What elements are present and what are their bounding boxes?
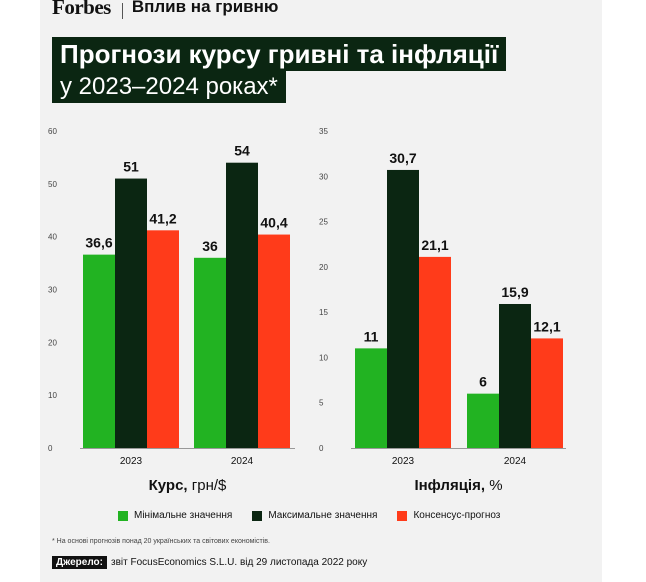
legend-item-max: Максимальне значення: [252, 510, 377, 521]
chart-title-line-1: Прогнози курсу гривні та інфляції: [52, 37, 507, 71]
data-label: 6: [479, 374, 487, 390]
data-label: 41,2: [149, 210, 176, 226]
y-tick-label: 35: [319, 127, 328, 136]
bar-consensus-2023: [419, 256, 451, 448]
y-tick-label: 30: [319, 172, 328, 181]
chart-title-line-2: у 2023–2024 роках*: [52, 71, 286, 103]
header: Forbes Вплив на гривню: [52, 0, 278, 22]
y-tick-label: 10: [319, 353, 328, 362]
legend-item-consensus: Консенсус-прогноз: [397, 510, 500, 521]
x-tick-label: 2023: [392, 456, 415, 467]
bar-min-2024: [467, 393, 499, 448]
bar-consensus-2023: [147, 230, 179, 448]
forbes-logo[interactable]: Forbes: [52, 0, 111, 19]
data-label: 36: [202, 238, 218, 254]
y-tick-label: 40: [48, 233, 57, 242]
y-tick-label: 0: [319, 444, 324, 453]
y-tick-label: 25: [319, 218, 328, 227]
legend-swatch-consensus: [397, 510, 408, 521]
data-label: 15,9: [501, 284, 528, 300]
y-tick-label: 15: [319, 308, 328, 317]
x-tick-label: 2023: [120, 456, 143, 467]
y-tick-label: 50: [48, 180, 57, 189]
bar-min-2023: [355, 348, 387, 448]
y-tick-label: 10: [48, 391, 57, 400]
section-title: Вплив на гривню: [131, 0, 279, 16]
data-label: 11: [364, 328, 379, 344]
exchange-rate-chart: 0 10 20 30 40 50 60 36,6 51 41,2 2023 36 54 40,4 2024 К…: [48, 127, 295, 494]
y-tick-label: 20: [48, 338, 57, 347]
legend-label-max: Максимальне значення: [268, 510, 378, 521]
header-divider: [121, 3, 123, 19]
bar-consensus-2024: [258, 234, 290, 448]
legend-label-min: Мінімальне значення: [134, 510, 233, 521]
bar-max-2023: [115, 178, 147, 449]
legend-swatch-max: [252, 510, 263, 521]
inflation-chart: 0 5 10 15 20 25 30 35 11 30,7 21,1 2023 6 15,9 12,1 202…: [319, 127, 566, 494]
data-label: 54: [234, 143, 250, 159]
y-tick-label: 30: [48, 286, 57, 295]
data-label: 51: [123, 159, 139, 175]
y-tick-label: 60: [48, 127, 57, 136]
bar-max-2024: [499, 303, 531, 448]
bar-min-2023: [83, 254, 115, 448]
bar-consensus-2024: [531, 338, 563, 448]
y-tick-label: 0: [48, 444, 53, 453]
x-axis-title: Інфляція, %: [414, 477, 502, 494]
data-label: 12,1: [533, 318, 560, 334]
legend-label-consensus: Консенсус-прогноз: [413, 510, 501, 521]
source-line: Джерело: звіт FocusEconomics S.L.U. від …: [52, 556, 367, 569]
bar-min-2024: [194, 257, 226, 448]
y-tick-label: 20: [319, 263, 328, 272]
legend-item-min: Мінімальне значення: [118, 510, 232, 521]
footnote: * На основі прогнозів понад 20 українськ…: [52, 538, 270, 545]
data-label: 36,6: [85, 235, 112, 251]
x-axis-title: Курс, грн/$: [149, 477, 227, 494]
data-label: 21,1: [421, 237, 448, 253]
y-tick-label: 5: [319, 399, 324, 408]
data-label: 40,4: [260, 215, 287, 231]
bar-max-2023: [387, 169, 419, 448]
legend-swatch-min: [118, 510, 128, 521]
x-tick-label: 2024: [231, 456, 254, 467]
bar-max-2024: [226, 162, 258, 448]
x-tick-label: 2024: [504, 456, 527, 467]
legend: Мінімальне значення Максимальне значення…: [118, 510, 520, 521]
source-tag: Джерело:: [52, 556, 107, 569]
source-text: звіт FocusEconomics S.L.U. від 29 листоп…: [110, 557, 368, 568]
data-label: 30,7: [389, 150, 416, 166]
